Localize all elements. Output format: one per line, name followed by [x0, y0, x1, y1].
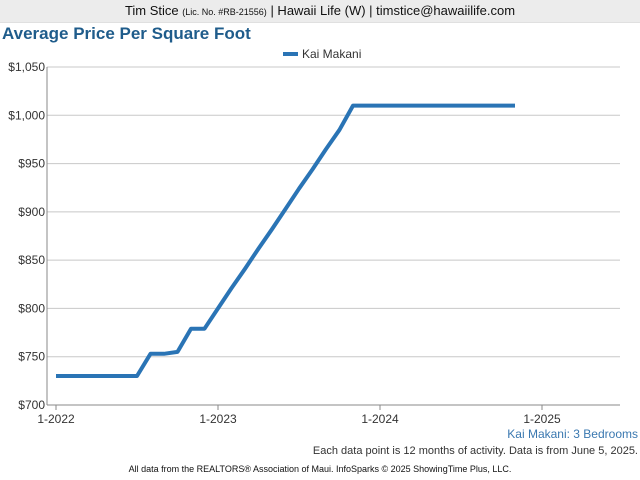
y-tick-label: $850	[18, 253, 45, 267]
agent-banner: Tim Stice (Lic. No. #RB-21556) | Hawaii …	[0, 0, 640, 23]
legend-label: Kai Makani	[302, 47, 361, 61]
x-tick-label: 1-2025	[523, 412, 561, 426]
copyright-notice: All data from the REALTORS® Association …	[128, 464, 512, 474]
y-tick-label: $900	[18, 205, 45, 219]
data-note: Each data point is 12 months of activity…	[312, 445, 638, 457]
x-tick-label: 1-2023	[199, 412, 237, 426]
license-number: (Lic. No. #RB-21556)	[182, 7, 267, 17]
series-caption: Kai Makani: 3 Bedrooms	[507, 427, 638, 441]
y-tick-label: $750	[18, 350, 45, 364]
y-tick-label: $1,000	[8, 108, 45, 122]
y-tick-label: $700	[18, 398, 45, 412]
y-tick-label: $1,050	[8, 60, 45, 74]
agent-name: Tim Stice	[124, 3, 179, 18]
y-tick-label: $950	[18, 157, 45, 171]
chart-title: Average Price Per Square Foot	[2, 24, 251, 43]
y-tick-label: $800	[18, 301, 45, 315]
x-tick-label: 1-2022	[37, 412, 75, 426]
x-tick-label: 1-2024	[361, 412, 399, 426]
series-line	[56, 103, 515, 378]
agent-contact: | Hawaii Life (W) | timstice@hawaiilife.…	[270, 3, 516, 18]
